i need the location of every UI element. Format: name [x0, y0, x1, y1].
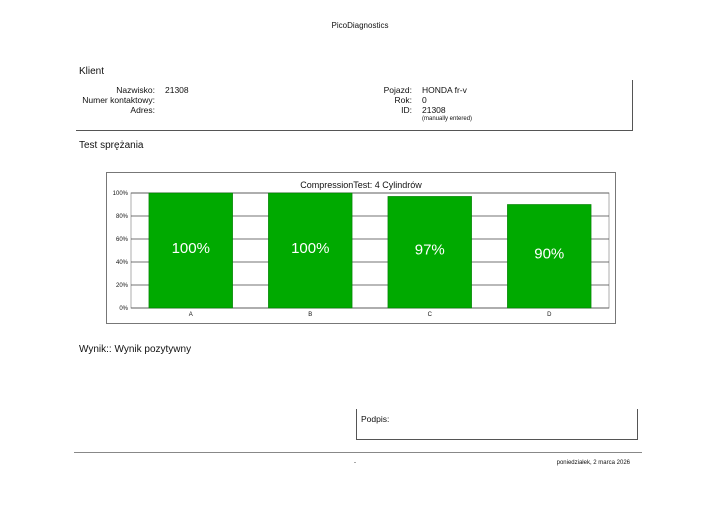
bar [148, 192, 233, 309]
vehicle-value: HONDA fr-v [422, 85, 467, 95]
footer-divider [74, 452, 642, 453]
data-label: 90% [534, 245, 564, 262]
footer-center: - [354, 460, 356, 466]
bar [268, 192, 353, 309]
data-label: 100% [172, 240, 210, 257]
surname-label: Nazwisko: [116, 85, 155, 95]
bar [507, 204, 592, 309]
x-tick-label: B [308, 312, 312, 318]
x-tick-label: C [428, 312, 433, 318]
compression-chart: CompressionTest: 4 Cylindrów 0% 20% 40% 60%… [106, 172, 616, 324]
y-tick-label: 80% [116, 214, 129, 220]
result-text: Wynik:: Wynik pozytywny [79, 344, 192, 355]
client-heading: Klient [79, 66, 105, 77]
data-label: 97% [415, 241, 445, 258]
year-value: 0 [422, 95, 427, 105]
y-tick-label: 20% [116, 283, 129, 289]
chart-plot: 0% 20% 40% 60% 80% 100% 100% A 100% B 97% C 90% D [113, 191, 610, 318]
x-tick-label: D [547, 312, 552, 318]
surname-value: 21308 [165, 85, 189, 95]
year-label: Rok: [394, 95, 412, 105]
bar [387, 196, 472, 309]
client-info-box [76, 80, 633, 131]
signature-label: Podpis: [361, 414, 390, 424]
id-manual-note: (manually entered) [422, 116, 473, 122]
footer-date: poniedziałek, 2 marca 2026 [556, 460, 630, 466]
app-title: PicoDiagnostics [331, 21, 389, 30]
data-label: 100% [291, 240, 329, 257]
signature-box [356, 409, 638, 440]
id-label: ID: [401, 105, 412, 115]
y-tick-label: 100% [113, 191, 129, 197]
vehicle-label: Pojazd: [383, 85, 412, 95]
y-tick-label: 0% [119, 306, 128, 312]
y-tick-label: 60% [116, 237, 129, 243]
y-tick-label: 40% [116, 260, 129, 266]
address-label: Adres: [130, 105, 155, 115]
test-heading: Test sprężania [79, 140, 144, 151]
id-value: 21308 [422, 105, 446, 115]
contact-number-label: Numer kontaktowy: [82, 95, 155, 105]
chart-title: CompressionTest: 4 Cylindrów [300, 180, 422, 190]
x-tick-label: A [189, 312, 193, 318]
